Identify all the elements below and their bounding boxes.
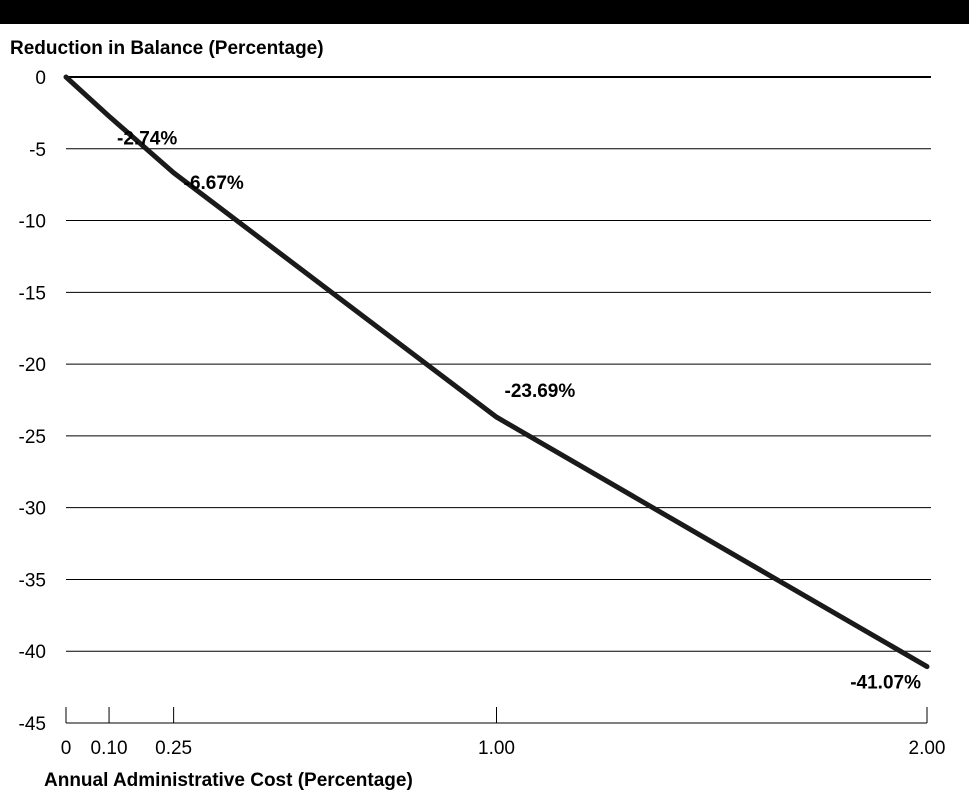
y-tick-label: 0 <box>35 68 46 89</box>
x-axis-title: Annual Administrative Cost (Percentage) <box>44 770 413 791</box>
grid-lines <box>66 76 931 652</box>
y-tick-label: -30 <box>19 499 46 520</box>
y-axis-title: Reduction in Balance (Percentage) <box>10 38 324 59</box>
x-tick-label: 1.00 <box>478 738 515 759</box>
x-tick-label: 0.25 <box>155 738 192 759</box>
x-tick-labels: 0 0.10 0.25 1.00 2.00 <box>61 738 946 759</box>
y-tick-label: -25 <box>19 427 46 448</box>
series-line <box>63 74 930 670</box>
y-tick-labels: 0 -5 -10 -15 -20 -25 -30 -35 -40 -45 <box>19 68 46 735</box>
data-label: -23.69% <box>505 381 576 402</box>
series <box>63 74 930 670</box>
data-labels: -2.74% -6.67% -23.69% -41.07% <box>117 128 921 693</box>
y-tick-label: -35 <box>19 570 46 591</box>
y-tick-label: -15 <box>19 283 46 304</box>
y-tick-label: -40 <box>19 642 46 663</box>
data-label: -6.67% <box>184 173 244 194</box>
x-tick-label: 0.10 <box>91 738 128 759</box>
data-label: -41.07% <box>850 673 921 694</box>
x-tick-label: 2.00 <box>909 738 946 759</box>
x-axis <box>65 707 928 724</box>
y-tick-label: -5 <box>29 140 46 161</box>
y-tick-label: -45 <box>19 714 46 735</box>
y-tick-label: -20 <box>19 355 46 376</box>
y-tick-label: -10 <box>19 212 46 233</box>
top-bar <box>0 0 969 24</box>
x-tick-label: 0 <box>61 738 72 759</box>
data-label: -2.74% <box>117 128 177 149</box>
